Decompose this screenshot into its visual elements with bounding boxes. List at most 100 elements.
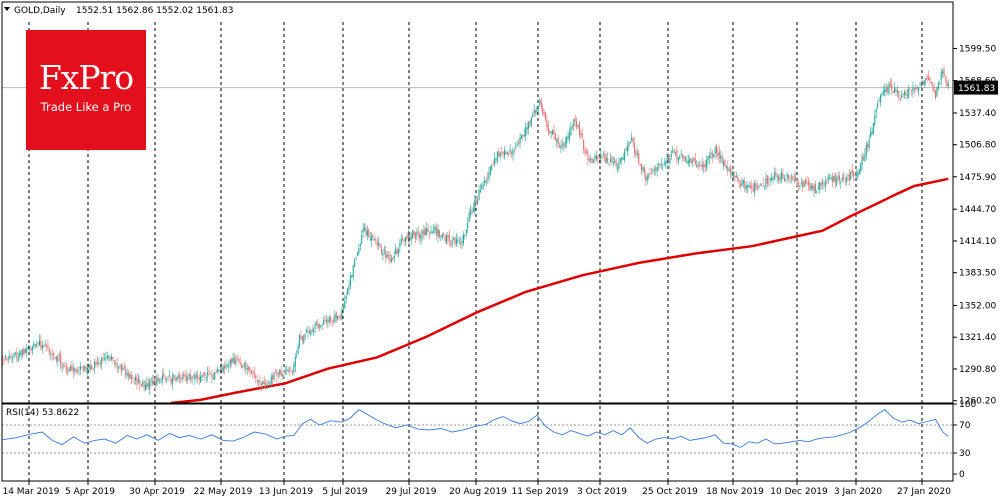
candle-body bbox=[700, 166, 702, 168]
candle-body bbox=[580, 132, 582, 136]
candle-body bbox=[361, 235, 363, 244]
candle-body bbox=[906, 95, 908, 97]
candle-body bbox=[392, 257, 394, 260]
candle-body bbox=[848, 174, 850, 181]
candle-body bbox=[686, 161, 688, 163]
candle-body bbox=[338, 316, 340, 318]
candle-body bbox=[386, 255, 388, 258]
candle-body bbox=[119, 364, 121, 366]
candle-body bbox=[159, 379, 161, 381]
candle-body bbox=[423, 229, 425, 236]
candle-body bbox=[752, 188, 754, 191]
candle-body bbox=[157, 377, 159, 381]
candle-body bbox=[823, 183, 825, 185]
candle-body bbox=[181, 376, 183, 380]
candle-body bbox=[773, 172, 775, 179]
candle-body bbox=[219, 366, 221, 369]
candle-body bbox=[486, 177, 489, 179]
candle-body bbox=[632, 138, 634, 143]
candle-body bbox=[843, 176, 845, 179]
price-tick-label: 1414.10 bbox=[959, 237, 996, 247]
candle-body bbox=[614, 161, 616, 162]
candle-body bbox=[922, 81, 924, 85]
candle-body bbox=[395, 249, 397, 254]
candle-body bbox=[112, 357, 114, 360]
ohlc-label: 1552.51 1562.86 1552.02 1561.83 bbox=[76, 6, 233, 16]
candle-body bbox=[608, 162, 610, 164]
candle-body bbox=[351, 275, 353, 278]
candle-body bbox=[412, 231, 414, 238]
candle-body bbox=[438, 230, 441, 238]
candle-body bbox=[474, 199, 476, 211]
candle-body bbox=[631, 137, 633, 141]
dropdown-triangle-icon[interactable] bbox=[4, 7, 10, 11]
candle-body bbox=[455, 239, 457, 245]
candle-body bbox=[888, 84, 890, 94]
candle-body bbox=[465, 229, 467, 234]
candle-body bbox=[689, 158, 691, 163]
candle-body bbox=[663, 162, 665, 164]
candle-body bbox=[601, 156, 603, 158]
candle-body bbox=[286, 369, 288, 371]
candle-body bbox=[400, 238, 402, 243]
candle-body bbox=[269, 383, 271, 385]
candle-body bbox=[308, 330, 310, 334]
candle-body bbox=[793, 178, 795, 181]
candle-body bbox=[320, 325, 322, 327]
candle-body bbox=[323, 320, 325, 325]
candle-body bbox=[51, 353, 53, 355]
candle-body bbox=[819, 182, 821, 190]
candle-body bbox=[433, 226, 435, 234]
candle-body bbox=[563, 144, 565, 148]
candle-body bbox=[513, 149, 515, 151]
candle-body bbox=[24, 348, 26, 353]
candle-body bbox=[600, 154, 602, 160]
candle-body bbox=[617, 167, 619, 169]
candle-body bbox=[576, 120, 578, 127]
rsi-axis: 100 70 30 0 bbox=[953, 400, 976, 480]
candle-body bbox=[389, 254, 391, 261]
date-tick-label: 11 Sep 2019 bbox=[511, 487, 568, 497]
date-tick-label: 18 Nov 2019 bbox=[706, 487, 764, 497]
candle-body bbox=[21, 349, 24, 356]
date-tick-label: 3 Oct 2019 bbox=[577, 487, 627, 497]
candle-body bbox=[720, 155, 722, 159]
candle-body bbox=[448, 235, 450, 242]
candle-body bbox=[875, 109, 877, 113]
candle-body bbox=[882, 91, 884, 96]
candle-body bbox=[585, 151, 588, 153]
candle-body bbox=[761, 185, 763, 187]
candle-body bbox=[855, 174, 857, 176]
candle-body bbox=[656, 166, 658, 172]
candle-body bbox=[833, 175, 835, 182]
candle-body bbox=[763, 185, 766, 187]
candle-body bbox=[71, 365, 73, 370]
candle-body bbox=[291, 371, 294, 373]
candle-body bbox=[137, 379, 139, 383]
candles bbox=[2, 65, 949, 396]
candle-body bbox=[61, 365, 63, 368]
candle-body bbox=[564, 142, 566, 146]
candle-body bbox=[404, 236, 407, 243]
candle-body bbox=[154, 380, 156, 386]
price-tick-label: 1475.90 bbox=[959, 173, 996, 183]
candle-body bbox=[91, 366, 93, 369]
candle-body bbox=[645, 174, 647, 182]
candle-body bbox=[732, 173, 735, 177]
candle-body bbox=[356, 252, 359, 256]
candle-body bbox=[96, 361, 98, 364]
candle-body bbox=[156, 377, 158, 386]
candle-body bbox=[792, 176, 794, 179]
candle-body bbox=[908, 88, 910, 98]
candle-body bbox=[77, 369, 79, 372]
rsi-tick-label: 100 bbox=[959, 400, 976, 410]
candle-body bbox=[679, 156, 681, 160]
candle-body bbox=[195, 373, 197, 378]
candle-body bbox=[704, 163, 706, 168]
candle-body bbox=[140, 384, 142, 387]
candle-body bbox=[183, 374, 185, 377]
candle-body bbox=[27, 348, 29, 350]
candle-body bbox=[830, 177, 832, 180]
candle-body bbox=[444, 235, 446, 242]
candle-body bbox=[879, 95, 881, 103]
